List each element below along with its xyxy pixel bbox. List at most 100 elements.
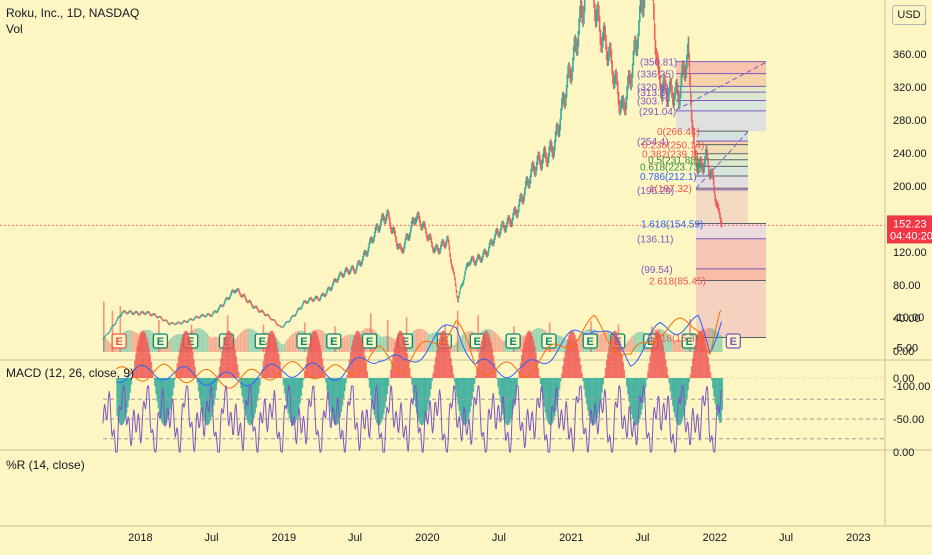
- volume-bar: [323, 331, 325, 352]
- fib-level-label: 0.618(223.73): [640, 162, 702, 173]
- macd-histogram-bar: [236, 364, 239, 378]
- macd-legend[interactable]: MACD (12, 26, close, 9): [6, 366, 135, 380]
- macd-histogram-bar: [491, 348, 494, 378]
- volume-bar: [716, 331, 718, 352]
- macd-histogram-bar: [123, 378, 126, 422]
- volume-bar: [241, 331, 243, 352]
- volume-bar: [427, 332, 429, 352]
- volume-bar: [629, 337, 632, 352]
- earnings-marker-label: E: [259, 336, 266, 348]
- macd-histogram-bar: [484, 331, 487, 378]
- macd-histogram-bar: [658, 332, 661, 378]
- macd-histogram-bar: [248, 378, 251, 425]
- macd-histogram-bar: [529, 331, 531, 378]
- macd-histogram-bar: [295, 378, 298, 420]
- fib-level-label: (303.7): [637, 96, 669, 107]
- volume-bar: [675, 339, 677, 352]
- currency-badge[interactable]: USD: [892, 5, 926, 25]
- macd-histogram-bar: [303, 372, 306, 378]
- macd-histogram-bar: [439, 334, 442, 378]
- macd-histogram-bar: [147, 341, 149, 378]
- macd-histogram-bar: [609, 340, 612, 378]
- volume-bar: [173, 335, 176, 352]
- macd-histogram-bar: [119, 378, 122, 425]
- macd-histogram-bar: [408, 368, 411, 378]
- macd-histogram-bar: [292, 378, 294, 426]
- volume-bar: [433, 332, 435, 352]
- macd-histogram-bar: [676, 378, 679, 424]
- macd-histogram-bar: [132, 368, 135, 378]
- macd-histogram-bar: [344, 378, 346, 392]
- macd-histogram-bar: [464, 378, 466, 426]
- earnings-marker: E: [505, 333, 521, 349]
- earnings-marker-box: [152, 333, 169, 349]
- macd-histogram-bar: [550, 378, 553, 426]
- macd-histogram-bar: [139, 333, 142, 378]
- macd-histogram-bar: [592, 378, 595, 426]
- earnings-marker: E: [725, 333, 741, 349]
- macd-histogram-bar: [216, 378, 219, 383]
- earnings-marker-box: [111, 333, 127, 349]
- volume-bar: [167, 341, 169, 352]
- volume-legend[interactable]: Vol: [6, 22, 23, 36]
- volume-bar: [290, 335, 292, 352]
- macd-histogram-bar: [489, 337, 491, 378]
- macd-histogram-bar: [535, 352, 537, 378]
- volume-bar: [208, 335, 210, 352]
- time-tick-label: 2023: [846, 532, 870, 544]
- volume-bar: [106, 339, 108, 352]
- volume-bar: [214, 336, 217, 352]
- macd-histogram-bar: [345, 378, 347, 384]
- macd-histogram-bar: [390, 369, 392, 378]
- volume-bar: [349, 334, 352, 352]
- macd-histogram-bar: [235, 356, 238, 378]
- macd-histogram-bar: [530, 332, 533, 378]
- macd-histogram-bar: [372, 378, 374, 410]
- macd-histogram-bar: [525, 333, 528, 378]
- macd-histogram-bar: [319, 345, 321, 378]
- macd-histogram-bar: [436, 350, 438, 378]
- macd-histogram-bar: [263, 353, 266, 378]
- macd-histogram-bar: [273, 333, 275, 378]
- volume-bar: [678, 339, 681, 352]
- volume-bar: [104, 337, 106, 352]
- volume-bar: [107, 341, 110, 352]
- macd-histogram-bar: [557, 378, 560, 398]
- macd-histogram-bar: [566, 339, 569, 378]
- volume-bar: [294, 331, 297, 352]
- macd-histogram-bar: [426, 378, 429, 411]
- macd-histogram-bar: [510, 378, 512, 420]
- macd-histogram-bar: [160, 378, 162, 419]
- volume-bar: [581, 333, 583, 352]
- macd-histogram-bar: [353, 335, 356, 378]
- macd-histogram-bar: [162, 378, 164, 425]
- macd-histogram-bar: [210, 378, 213, 417]
- last-price-value: 152.23: [893, 218, 927, 230]
- volume-bar: [634, 333, 637, 352]
- volume-bar: [386, 319, 389, 352]
- williams-r-legend[interactable]: %R (14, close): [6, 458, 85, 472]
- earnings-marker: E: [152, 333, 169, 349]
- volume-bar: [466, 331, 468, 352]
- macd-histogram-bar: [558, 378, 561, 390]
- macd-histogram-bar: [620, 347, 622, 378]
- macd-histogram-bar: [721, 378, 724, 410]
- macd-histogram-bar: [286, 378, 288, 408]
- volume-bar: [136, 333, 138, 352]
- volume-bar: [217, 337, 220, 352]
- time-tick-label: 2022: [703, 532, 727, 544]
- macd-histogram-bar: [425, 378, 428, 416]
- macd-histogram-bar: [320, 351, 323, 378]
- symbol-title[interactable]: Roku, Inc., 1D, NASDAQ: [6, 6, 140, 20]
- macd-histogram-bar: [470, 378, 472, 407]
- volume-bar: [169, 339, 171, 352]
- macd-histogram-bar: [155, 378, 157, 394]
- macd-histogram-bar: [187, 332, 189, 378]
- volume-bar: [452, 344, 454, 352]
- macd-histogram-bar: [249, 378, 252, 426]
- macd-histogram-bar: [399, 330, 402, 378]
- macd-histogram-bar: [301, 378, 304, 389]
- macd-histogram-bar: [394, 341, 397, 378]
- macd-histogram-bar: [544, 378, 547, 413]
- macd-histogram-bar: [587, 378, 589, 411]
